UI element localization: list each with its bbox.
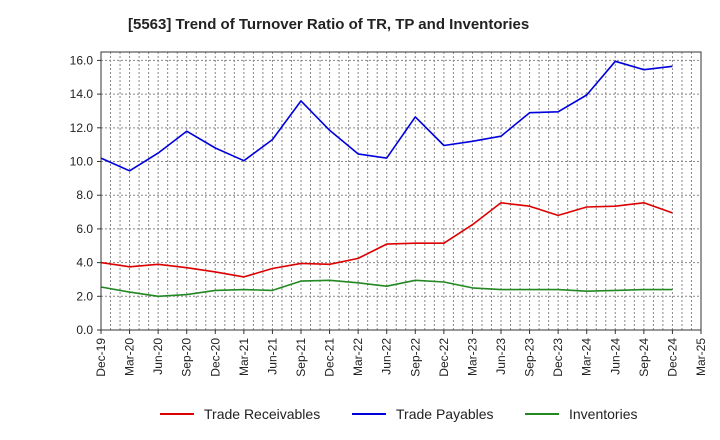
- y-tick-label: 14.0: [70, 87, 94, 101]
- x-tick-label: Dec-21: [323, 338, 337, 377]
- y-tick-label: 16.0: [70, 53, 94, 67]
- y-tick-label: 4.0: [76, 256, 93, 270]
- x-tick-label: Mar-25: [694, 338, 708, 376]
- x-tick-label: Sep-20: [180, 338, 194, 377]
- y-axis-ticks: 0.0 2.0 4.0 6.0 8.0 10.0 12.0 14.0 16.0: [70, 53, 101, 337]
- x-tick-label: Dec-20: [208, 338, 222, 377]
- x-axis-ticks: Dec-19 Mar-20 Jun-20 Sep-20 Dec-20 Mar-21 Jun-…: [94, 330, 708, 377]
- y-tick-label: 12.0: [70, 121, 94, 135]
- x-tick-label: Sep-22: [408, 338, 422, 377]
- series-lines: [100, 60, 673, 298]
- x-tick-label: Mar-21: [237, 338, 251, 376]
- x-tick-label: Mar-23: [465, 338, 479, 376]
- x-tick-label: Dec-22: [437, 338, 451, 377]
- x-tick-label: Mar-20: [123, 338, 137, 376]
- x-tick-label: Dec-24: [665, 338, 679, 377]
- y-tick-label: 6.0: [76, 222, 93, 236]
- x-tick-label: Jun-24: [608, 338, 622, 375]
- x-tick-label: Jun-21: [265, 338, 279, 375]
- y-tick-label: 10.0: [70, 155, 94, 169]
- x-tick-label: Dec-23: [551, 338, 565, 377]
- x-tick-label: Dec-19: [94, 338, 108, 377]
- x-tick-label: Mar-24: [580, 338, 594, 376]
- trade-payables-legend-label: Trade Payables: [396, 406, 494, 422]
- y-tick-label: 0.0: [76, 323, 93, 337]
- inventories-line: [100, 279, 673, 298]
- x-tick-label: Sep-24: [637, 338, 651, 377]
- plot-frame: [100, 51, 702, 331]
- y-tick-label: 8.0: [76, 188, 93, 202]
- inventories-legend-label: Inventories: [569, 406, 637, 422]
- x-tick-label: Jun-20: [151, 338, 165, 375]
- legend: Trade Receivables Trade Payables Inventori…: [160, 406, 637, 422]
- x-tick-label: Jun-23: [494, 338, 508, 375]
- x-tick-label: Jun-22: [380, 338, 394, 375]
- trade-payables-line: [100, 60, 673, 172]
- trade-receivables-legend-label: Trade Receivables: [204, 406, 320, 422]
- chart-title: [5563] Trend of Turnover Ratio of TR, TP…: [128, 16, 530, 33]
- grid-lines: [101, 52, 701, 330]
- y-tick-label: 2.0: [76, 289, 93, 303]
- trade-receivables-line: [100, 202, 673, 278]
- x-tick-label: Mar-22: [351, 338, 365, 376]
- x-tick-label: Sep-21: [294, 338, 308, 377]
- x-tick-label: Sep-23: [523, 338, 537, 377]
